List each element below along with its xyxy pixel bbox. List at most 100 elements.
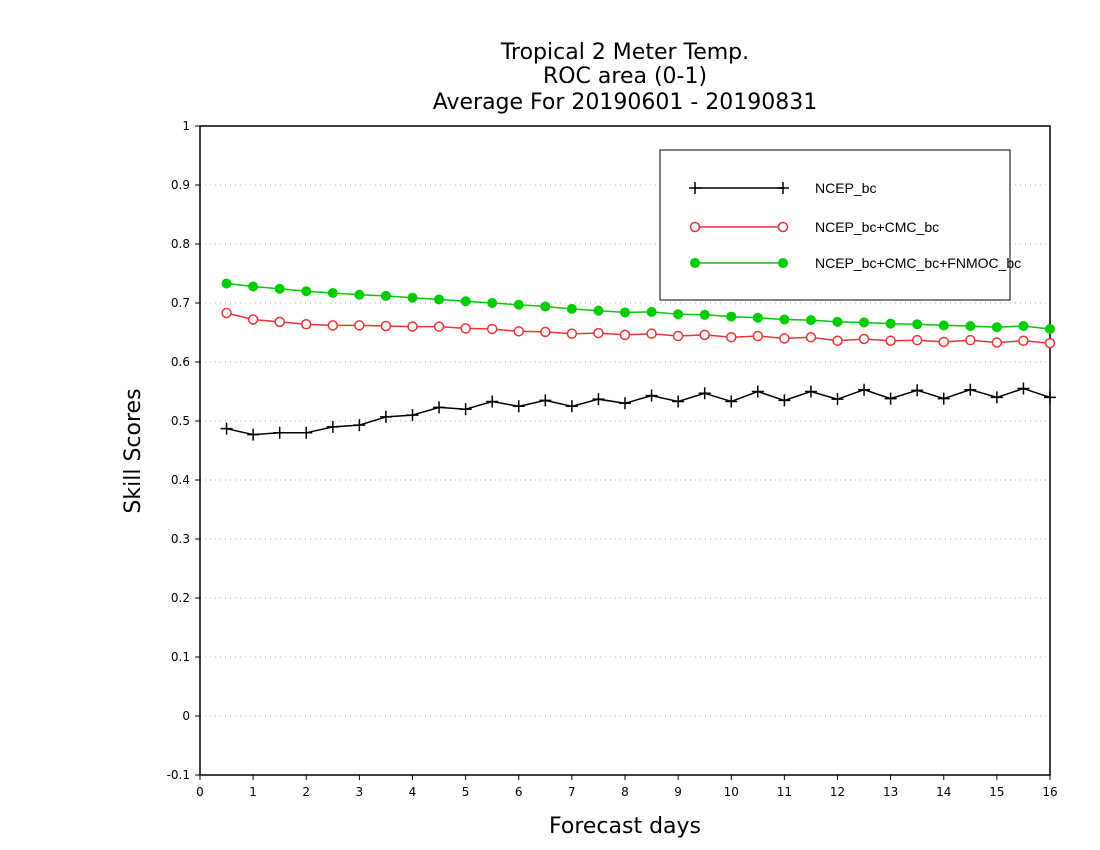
series-line <box>226 312 1051 344</box>
data-point-filled-circle <box>912 319 923 330</box>
x-tick-label: 7 <box>568 785 576 799</box>
x-axis-ticks: 0 1 2 3 4 5 6 7 8 9 10 11 12 13 14 15 16 <box>196 775 1058 799</box>
data-point-plus <box>1017 382 1030 395</box>
data-point-open-circle <box>689 221 701 233</box>
legend-label: NCEP_bc+CMC_bc <box>815 219 939 235</box>
data-point-open-circle <box>407 321 418 332</box>
data-point-open-circle <box>858 333 870 345</box>
x-tick-label: 3 <box>356 785 364 799</box>
data-point-filled-circle <box>699 309 710 320</box>
data-point-open-circle <box>885 335 896 347</box>
y-tick-label: 0.6 <box>171 355 190 369</box>
data-point-open-circle <box>672 330 684 342</box>
data-point-open-circle <box>938 336 949 348</box>
data-point-filled-circle <box>938 320 949 331</box>
legend-label: NCEP_bc <box>815 180 876 196</box>
data-point-plus <box>990 391 1003 404</box>
data-point-filled-circle <box>540 301 551 312</box>
series-NCEP_bc+CMC_bc <box>221 307 1056 349</box>
y-axis-ticks: -0.1 0 0.1 0.2 0.3 0.4 0.5 0.6 0.7 0.8 0.9 1 <box>167 119 200 782</box>
data-point-open-circle <box>221 307 232 319</box>
data-point-plus <box>689 182 701 194</box>
data-point-open-circle <box>274 316 285 328</box>
data-point-filled-circle <box>991 322 1002 333</box>
y-tick-label: 1 <box>182 119 190 133</box>
data-point-filled-circle <box>513 299 524 310</box>
data-point-filled-circle <box>859 317 870 328</box>
x-tick-label: 11 <box>777 785 792 799</box>
data-point-plus <box>937 392 950 405</box>
data-point-plus <box>778 394 791 407</box>
data-point-plus <box>247 428 260 441</box>
data-point-open-circle <box>433 321 445 332</box>
data-point-plus <box>565 400 578 413</box>
data-point-open-circle <box>354 320 365 331</box>
data-point-filled-circle <box>779 314 790 325</box>
x-tick-label: 5 <box>462 785 470 799</box>
title-line-1: Tropical 2 Meter Temp. <box>500 40 749 65</box>
data-point-plus <box>353 419 366 432</box>
data-point-filled-circle <box>752 312 763 323</box>
data-point-open-circle <box>699 329 710 341</box>
data-point-open-circle <box>777 221 789 233</box>
data-point-open-circle <box>460 323 471 334</box>
y-tick-label: 0.9 <box>171 178 190 192</box>
data-point-plus <box>619 397 631 410</box>
data-point-filled-circle <box>327 287 338 298</box>
data-point-open-circle <box>911 334 923 346</box>
data-point-open-circle <box>327 320 339 331</box>
data-point-filled-circle <box>460 296 471 307</box>
data-point-open-circle <box>566 328 578 339</box>
y-tick-label: 0.8 <box>171 237 190 251</box>
data-point-plus <box>804 385 817 398</box>
data-point-filled-circle <box>301 286 312 297</box>
data-point-open-circle <box>779 333 790 344</box>
data-point-filled-circle <box>778 258 788 268</box>
data-point-open-circle <box>593 327 604 339</box>
x-tick-label: 9 <box>674 785 682 799</box>
y-tick-label: 0.1 <box>171 650 190 664</box>
x-tick-label: 6 <box>515 785 523 799</box>
data-point-filled-circle <box>885 318 896 329</box>
grid-lines <box>200 184 1050 717</box>
data-point-open-circle <box>805 331 817 343</box>
data-point-plus <box>645 389 658 402</box>
x-axis-label: Forecast days <box>549 814 701 839</box>
y-tick-label: -0.1 <box>167 768 190 782</box>
data-point-open-circle <box>1018 335 1029 347</box>
data-point-filled-circle <box>434 294 445 305</box>
y-axis-label: Skill Scores <box>121 388 146 513</box>
data-point-filled-circle <box>1018 321 1029 332</box>
data-point-plus <box>220 422 233 435</box>
series-NCEP_bc <box>220 382 1056 441</box>
x-tick-label: 1 <box>249 785 257 799</box>
data-point-filled-circle <box>805 315 816 326</box>
x-tick-label: 15 <box>989 785 1004 799</box>
series-line <box>226 387 1051 436</box>
data-point-plus <box>273 426 286 439</box>
data-point-plus <box>433 401 446 414</box>
data-point-plus <box>858 383 871 396</box>
data-point-filled-circle <box>566 303 577 314</box>
series-NCEP_bc+CMC_bc+FNMOC_bc <box>221 278 1055 334</box>
x-tick-label: 2 <box>302 785 310 799</box>
data-point-filled-circle <box>407 292 418 303</box>
data-point-filled-circle <box>354 289 365 300</box>
data-point-plus <box>406 409 419 422</box>
data-point-open-circle <box>540 326 551 338</box>
data-point-filled-circle <box>274 283 285 294</box>
data-point-open-circle <box>513 326 524 337</box>
data-point-open-circle <box>991 337 1003 348</box>
data-point-filled-circle <box>726 311 737 322</box>
legend-entries: NCEP_bc NCEP_bc+CMC_bc NCEP_bc+CMC_bc+FNMO… <box>689 180 1021 271</box>
data-point-plus <box>725 395 738 408</box>
data-point-plus <box>831 393 844 406</box>
data-point-plus <box>459 403 472 416</box>
data-point-open-circle <box>646 328 657 339</box>
y-tick-label: 0.3 <box>171 532 190 546</box>
legend-box <box>659 149 1011 301</box>
data-point-open-circle <box>726 331 737 343</box>
data-point-filled-circle <box>380 290 391 301</box>
chart-title: Tropical 2 Meter Temp. ROC area (0-1) Av… <box>433 40 818 115</box>
